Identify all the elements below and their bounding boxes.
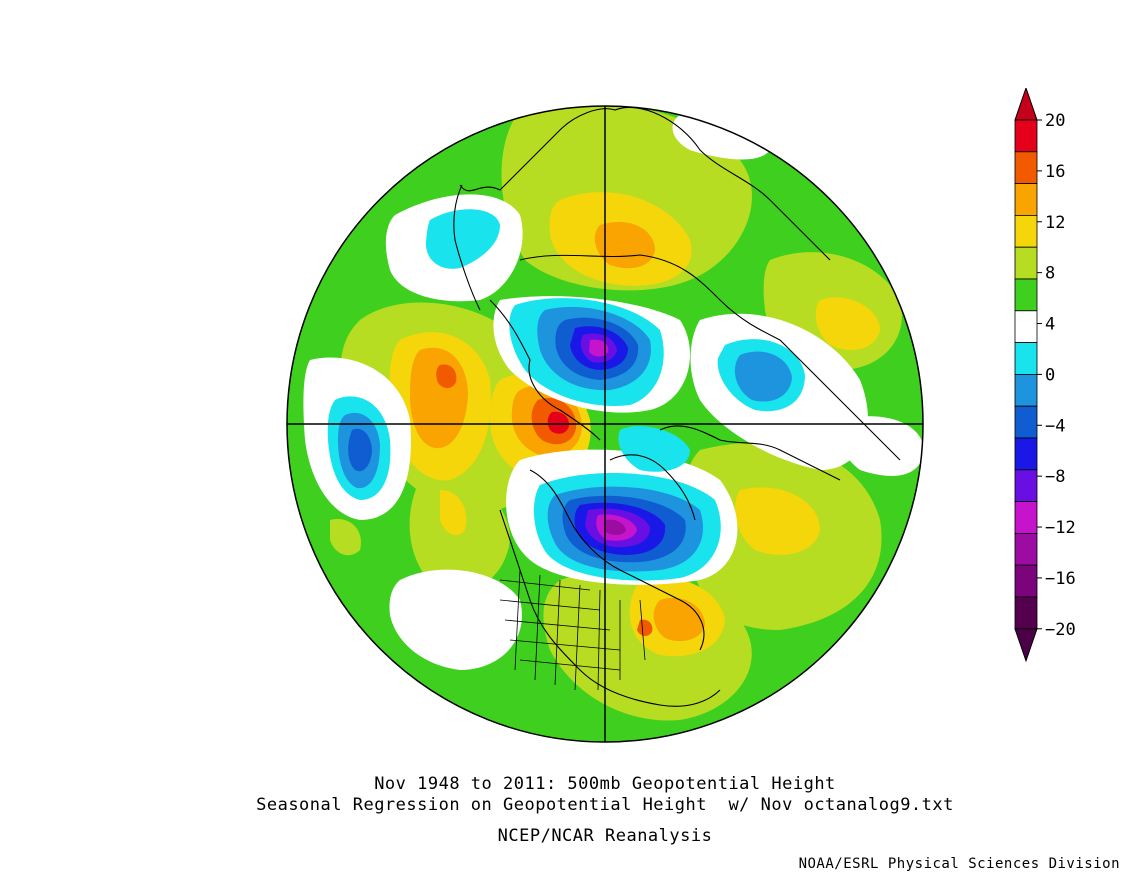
colorbar-label: 20: [1045, 111, 1065, 131]
colorbar-cell: [1014, 405, 1038, 439]
colorbar-top-arrow: [1014, 88, 1038, 121]
anomaly-fields-negative-strong: [570, 326, 666, 555]
colorbar-cell: [1014, 215, 1038, 248]
colorbar-cell: [1014, 469, 1038, 502]
colorbar-label: −12: [1045, 518, 1076, 538]
colorbar-cell: [1014, 564, 1038, 598]
credit-label: NOAA/ESRL Physical Sciences Division: [798, 856, 1120, 872]
colorbar-label: 0: [1045, 365, 1055, 385]
meridian-lines: [287, 106, 923, 742]
colorbar-cell: [1014, 501, 1038, 534]
colorbar-label: −20: [1045, 620, 1076, 640]
colorbar-label: −4: [1045, 416, 1065, 436]
colorbar-cell: [1014, 119, 1038, 153]
colorbar-label: −16: [1045, 569, 1076, 589]
dataset-label: NCEP/NCAR Reanalysis: [497, 826, 713, 846]
colorbar: 20 16 12 8 4 0 −4 −8 −12 −16 −20: [1014, 88, 1076, 663]
coastlines: [453, 106, 901, 707]
colorbar-cell: [1014, 151, 1038, 184]
colorbar-cell: [1014, 246, 1038, 280]
colorbar-label: 16: [1045, 162, 1065, 182]
colorbar-cell: [1014, 596, 1038, 630]
colorbar-cell: [1014, 183, 1038, 216]
colorbar-bottom-arrow: [1014, 628, 1038, 663]
map-border: [286, 105, 924, 743]
title-line-1: Nov 1948 to 2011: 500mb Geopotential Hei…: [374, 774, 836, 794]
map-disk: [287, 106, 923, 742]
colorbar-cell: [1014, 532, 1038, 566]
colorbar-label: 8: [1045, 264, 1055, 284]
colorbar-cell: [1014, 373, 1038, 407]
state-borders: [499, 569, 646, 691]
colorbar-cell: [1014, 437, 1038, 471]
colorbar-cell: [1014, 278, 1038, 312]
colorbar-label: 12: [1045, 213, 1065, 233]
anomaly-fields-positive-strong: [436, 364, 653, 636]
colorbar-cell: [1014, 310, 1038, 344]
title-line-2: Seasonal Regression on Geopotential Heig…: [256, 795, 954, 815]
colorbar-cell: [1014, 342, 1038, 375]
colorbar-label: −8: [1045, 467, 1065, 487]
colorbar-label: 4: [1045, 315, 1055, 335]
